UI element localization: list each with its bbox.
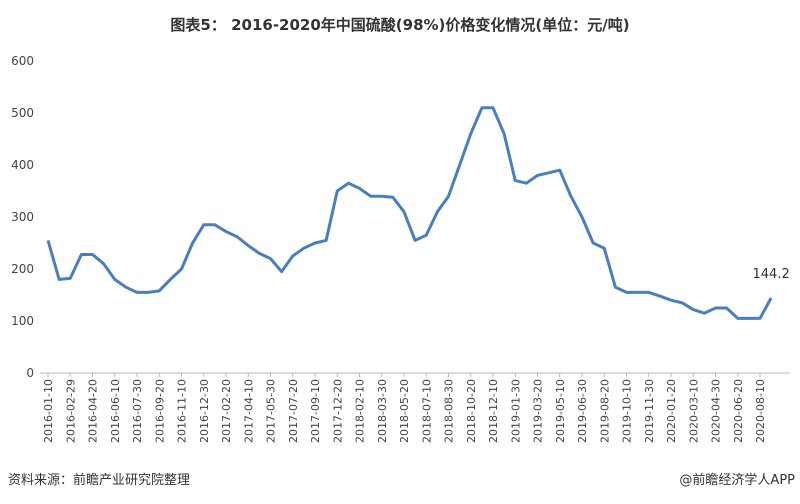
x-tick-label: 2020-08-10 xyxy=(754,379,767,443)
x-tick-label: 2018-10-20 xyxy=(465,379,478,443)
x-tick-label: 2018-03-30 xyxy=(376,379,389,443)
x-tick-label: 2018-05-20 xyxy=(398,379,411,443)
x-tick-label: 2016-04-20 xyxy=(87,379,100,443)
x-tick-label: 2019-06-30 xyxy=(576,379,589,443)
x-tick-label: 2019-03-20 xyxy=(532,379,545,443)
x-tick-label: 2017-02-20 xyxy=(220,379,233,443)
y-tick-label: 200 xyxy=(11,262,34,276)
x-tick-label: 2020-04-30 xyxy=(710,379,723,443)
y-tick-label: 300 xyxy=(11,210,34,224)
y-tick-label: 600 xyxy=(11,54,34,68)
x-tick-label: 2017-07-20 xyxy=(287,379,300,443)
x-tick-label: 2016-12-30 xyxy=(198,379,211,443)
credit: @前瞻经济学人APP xyxy=(679,472,795,488)
y-tick-label: 0 xyxy=(26,366,34,380)
x-tick-label: 2017-09-10 xyxy=(309,379,322,443)
x-tick-label: 2019-01-30 xyxy=(509,379,522,443)
x-tick-label: 2017-12-20 xyxy=(331,379,344,443)
x-tick-label: 2019-05-10 xyxy=(554,379,567,443)
data-label: 144.2 xyxy=(753,267,790,282)
y-tick-label: 500 xyxy=(11,106,34,120)
x-tick-label: 2016-09-20 xyxy=(153,379,166,443)
x-tick-label: 2017-05-30 xyxy=(265,379,278,443)
y-tick-label: 400 xyxy=(11,158,34,172)
x-tick-label: 2019-10-10 xyxy=(621,379,634,443)
x-tick-label: 2016-01-10 xyxy=(42,379,55,443)
x-tick-label: 2016-06-10 xyxy=(109,379,122,443)
x-tick-label: 2019-08-20 xyxy=(598,379,611,443)
x-tick-label: 2017-04-10 xyxy=(242,379,255,443)
x-tick-label: 2018-07-10 xyxy=(420,379,433,443)
x-tick-label: 2016-02-29 xyxy=(64,379,77,443)
x-tick-label: 2016-07-30 xyxy=(131,379,144,443)
x-tick-label: 2016-11-10 xyxy=(176,379,189,443)
line xyxy=(46,106,773,320)
x-tick-label: 2018-12-10 xyxy=(487,379,500,443)
x-tick-label: 2020-01-20 xyxy=(665,379,678,443)
x-tick-label: 2019-11-30 xyxy=(643,379,656,443)
y-tick-label: 100 xyxy=(11,314,34,328)
x-tick-label: 2018-08-30 xyxy=(443,379,456,443)
chart-title: 图表5： 2016-2020年中国硫酸(98%)价格变化情况(单位：元/吨) xyxy=(170,16,629,34)
source: 资料来源：前瞻产业研究院整理 xyxy=(8,472,190,488)
x-tick-label: 2020-03-10 xyxy=(687,379,700,443)
x-tick-label: 2020-06-20 xyxy=(732,379,745,443)
x-tick-label: 2018-02-10 xyxy=(354,379,367,443)
